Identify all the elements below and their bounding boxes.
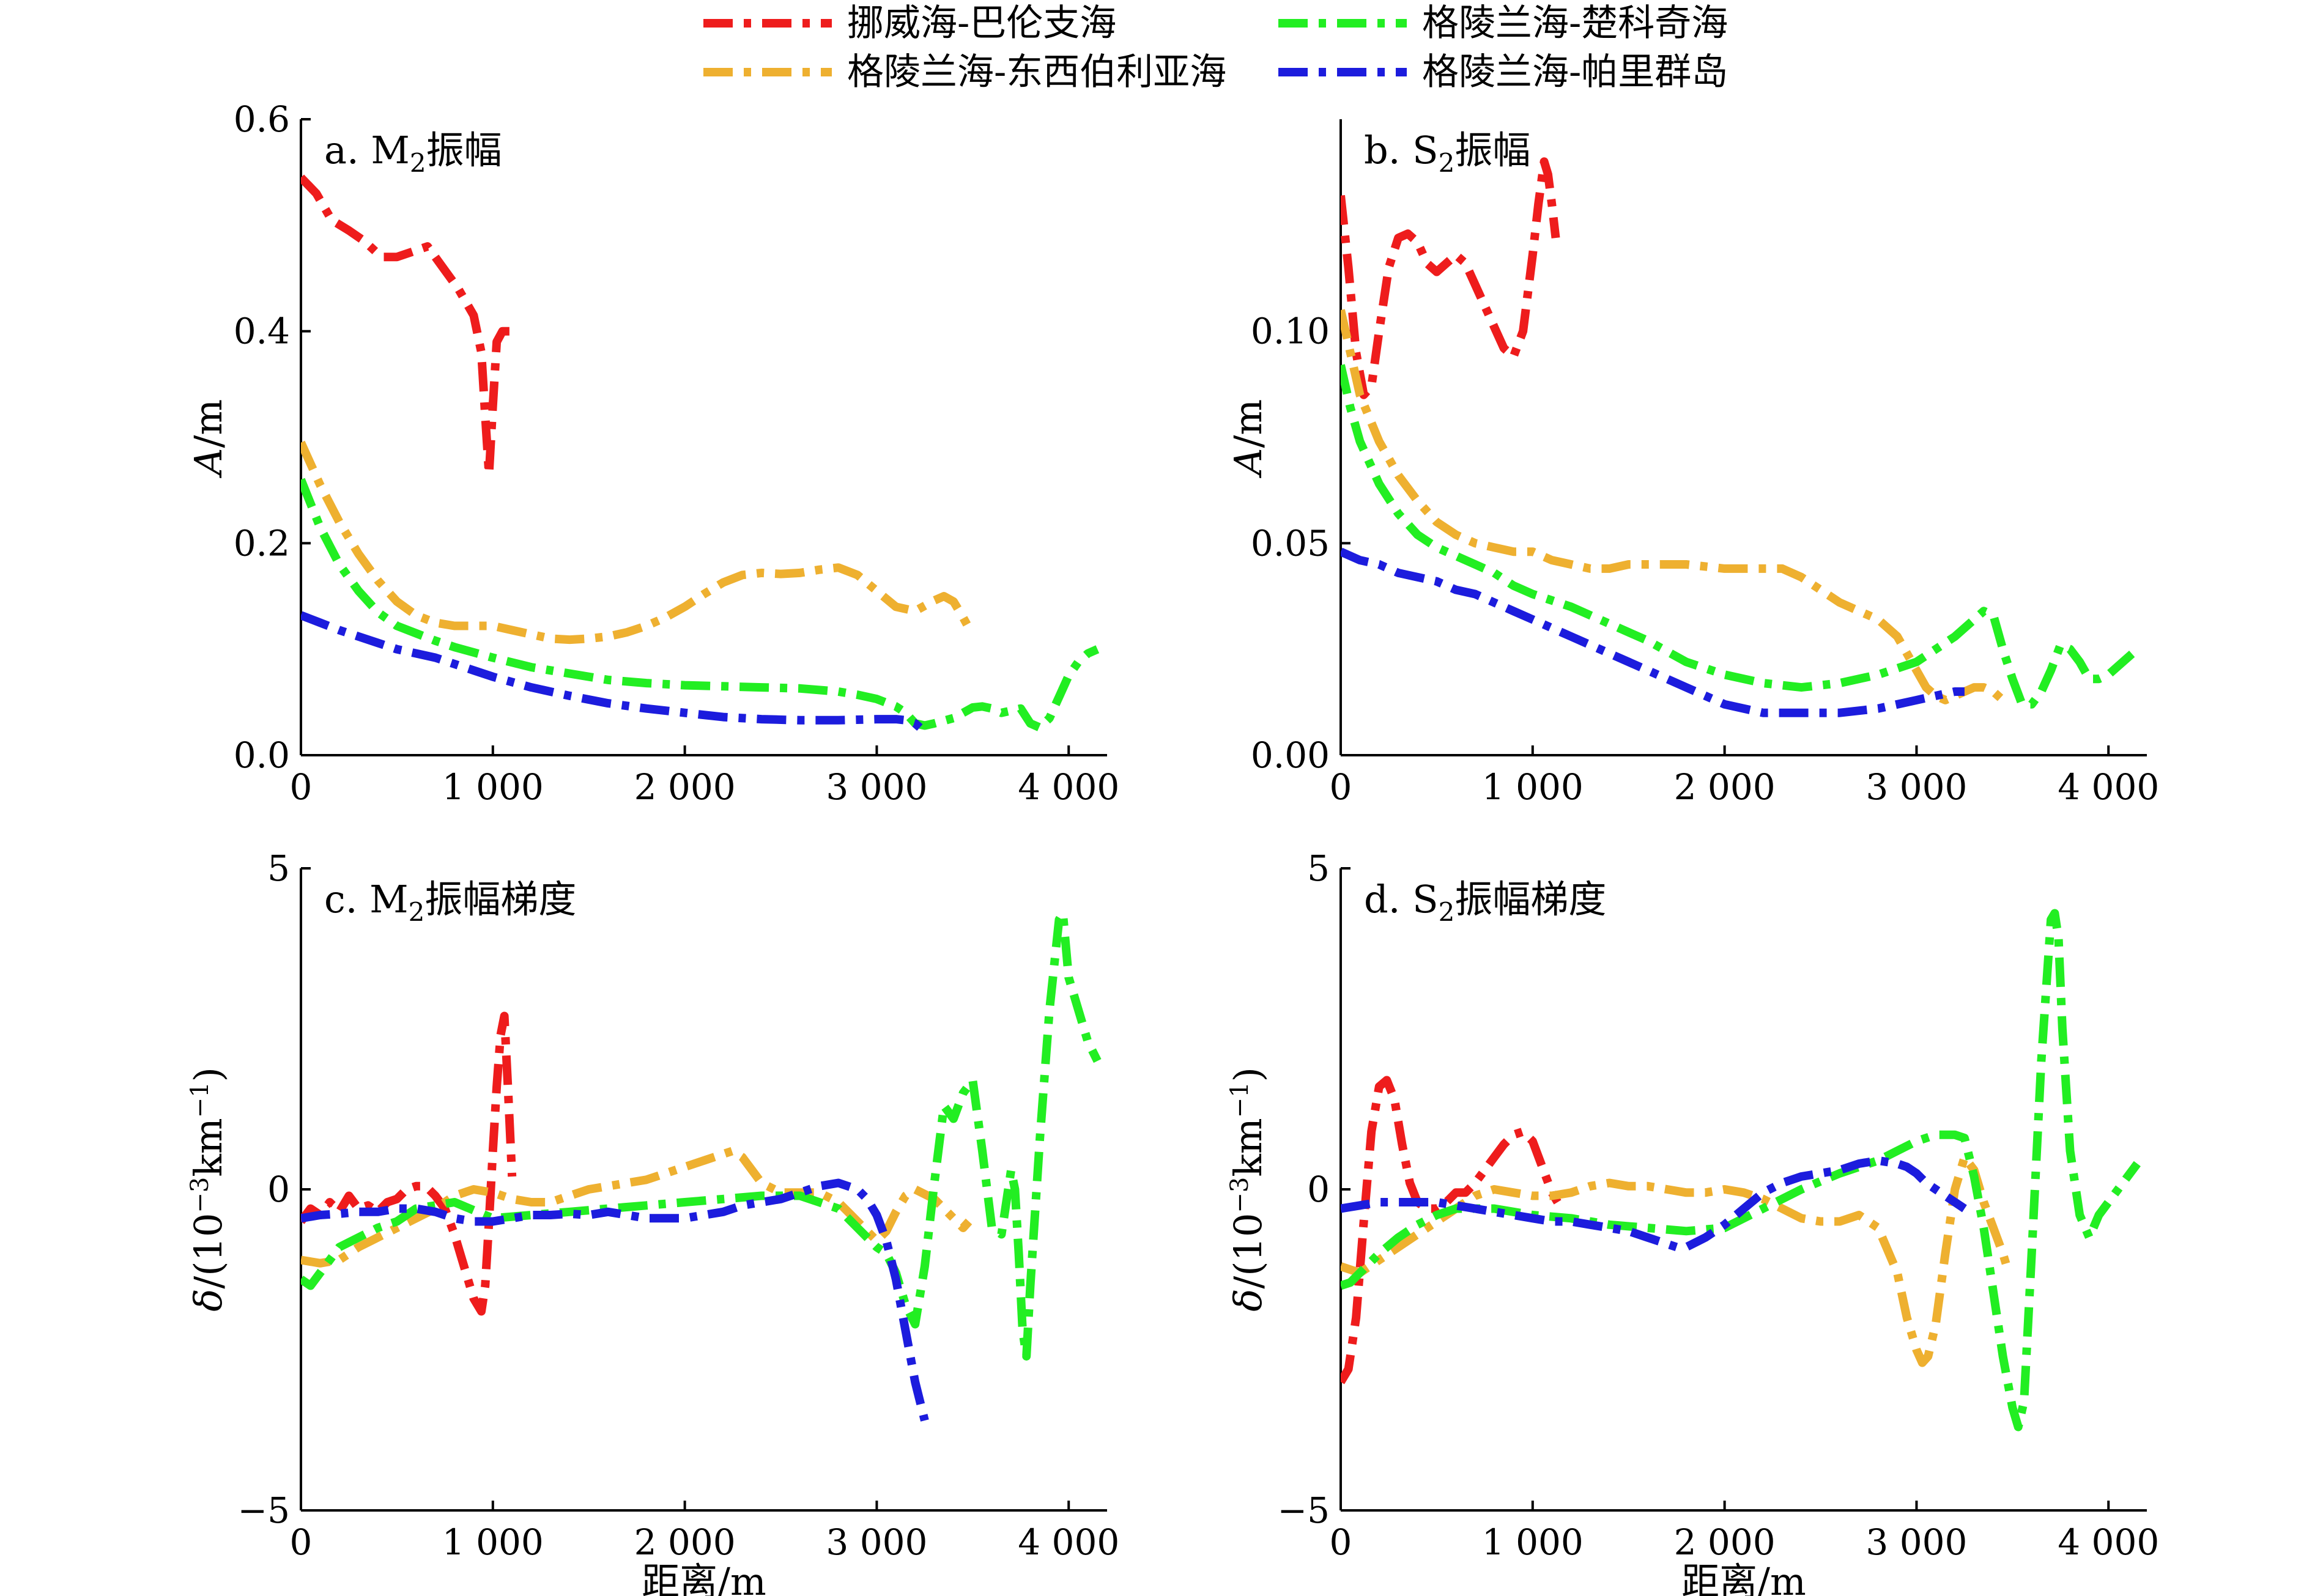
series-line	[1341, 1156, 1967, 1252]
panel-label: d. S2振幅梯度	[1364, 877, 1606, 927]
y-tick-label: 0.05	[1251, 522, 1330, 564]
y-tick-label: 5	[1307, 848, 1330, 889]
y-tick-label: −5	[1278, 1490, 1330, 1531]
series-line	[1341, 157, 1560, 399]
panels: 0 1 000 2 000 3 000 4 000 0.0 0.2 0.4 0.6 a. M2振幅…	[186, 98, 2159, 1596]
x-tick-label: 0	[1330, 1521, 1352, 1563]
x-tick-label: 3 000	[826, 766, 927, 808]
legend-entry: 格陵兰海-楚科奇海	[1278, 2, 1728, 45]
series-group	[301, 909, 1102, 1422]
series-line	[1341, 909, 2141, 1432]
x-tick-label: 1 000	[1482, 1521, 1584, 1563]
x-tick-label: 4 000	[1018, 766, 1119, 808]
series-group	[1341, 909, 2141, 1432]
y-tick-label: 0.00	[1251, 734, 1330, 776]
x-tick-label: 2 000	[1674, 1521, 1776, 1563]
series-line	[1341, 1076, 1562, 1384]
x-tick-label: 3 000	[1866, 1521, 1967, 1563]
x-tick-label: 2 000	[1674, 766, 1776, 808]
y-axis-title: A/m	[186, 399, 231, 478]
x-tick-label: 0	[1330, 766, 1352, 808]
y-tick-label: 0.6	[234, 98, 290, 140]
series-line	[1341, 1153, 2013, 1367]
series-line	[301, 440, 973, 645]
legend-entry: 挪威海-巴伦支海	[703, 2, 1116, 45]
x-tick-label: 1 000	[442, 1521, 544, 1563]
x-tick-label: 4 000	[2058, 766, 2159, 808]
series-line	[301, 174, 513, 479]
series-line	[301, 909, 1102, 1361]
legend-entry: 格陵兰海-东西伯利亚海	[703, 51, 1226, 94]
x-tick-label: 2 000	[634, 1521, 736, 1563]
y-axis-title: δ/(10−3km−1)	[186, 1067, 231, 1312]
x-tick-label: 0	[290, 1521, 313, 1563]
x-tick-label: 2 000	[634, 766, 736, 808]
panel-label: a. M2振幅	[324, 128, 502, 178]
x-tick-label: 3 000	[1866, 766, 1967, 808]
legend-entry: 格陵兰海-帕里群岛	[1278, 51, 1728, 94]
series-line	[1341, 309, 2012, 708]
series-line	[1341, 547, 1965, 717]
series-group	[1341, 157, 2140, 717]
y-tick-label: −5	[238, 1490, 291, 1531]
x-tick-label: 4 000	[1018, 1521, 1119, 1563]
series-group	[301, 174, 1100, 736]
x-tick-label: 1 000	[442, 766, 544, 808]
legend-label: 格陵兰海-帕里群岛	[1422, 51, 1728, 94]
panel-label: b. S2振幅	[1364, 128, 1530, 178]
x-tick-label: 4 000	[2058, 1521, 2159, 1563]
x-tick-label: 3 000	[826, 1521, 927, 1563]
panel-a: 0 1 000 2 000 3 000 4 000 0.0 0.2 0.4 0.6 a. M2振幅…	[186, 98, 1119, 808]
panel-b: 0 1 000 2 000 3 000 4 000 0.00 0.05 0.10 b. S2振幅…	[1226, 119, 2159, 808]
y-tick-label: 0.10	[1251, 311, 1330, 352]
y-axis-title: δ/(10−3km−1)	[1226, 1067, 1270, 1312]
panel-label: c. M2振幅梯度	[324, 877, 576, 927]
y-tick-label: 0.2	[234, 522, 290, 564]
y-axis-title: A/m	[1226, 399, 1270, 478]
series-line	[301, 611, 928, 736]
y-tick-label: 5	[267, 848, 290, 889]
y-tick-label: 0.0	[234, 734, 290, 776]
legend-label: 挪威海-巴伦支海	[847, 2, 1116, 45]
x-axis-title: 距离/m	[642, 1559, 766, 1596]
x-axis-title: 距离/m	[1681, 1559, 1806, 1596]
series-line	[1341, 364, 2140, 709]
y-tick-label: 0	[1307, 1169, 1330, 1210]
series-line	[301, 478, 1100, 732]
series-line	[301, 1011, 517, 1316]
y-tick-label: 0.4	[234, 311, 290, 352]
x-tick-label: 0	[290, 766, 313, 808]
legend-label: 格陵兰海-东西伯利亚海	[847, 51, 1226, 94]
x-tick-label: 1 000	[1482, 766, 1584, 808]
y-tick-label: 0	[267, 1169, 290, 1210]
legend-label: 格陵兰海-楚科奇海	[1422, 2, 1728, 45]
